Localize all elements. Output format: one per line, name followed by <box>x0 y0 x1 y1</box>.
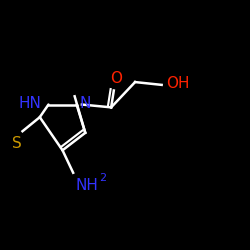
Text: OH: OH <box>166 76 189 91</box>
Text: O: O <box>110 71 122 86</box>
Text: NH: NH <box>76 178 99 194</box>
Text: N: N <box>79 96 91 111</box>
Text: HN: HN <box>19 96 42 111</box>
Text: 2: 2 <box>99 173 106 183</box>
Text: S: S <box>12 136 22 151</box>
